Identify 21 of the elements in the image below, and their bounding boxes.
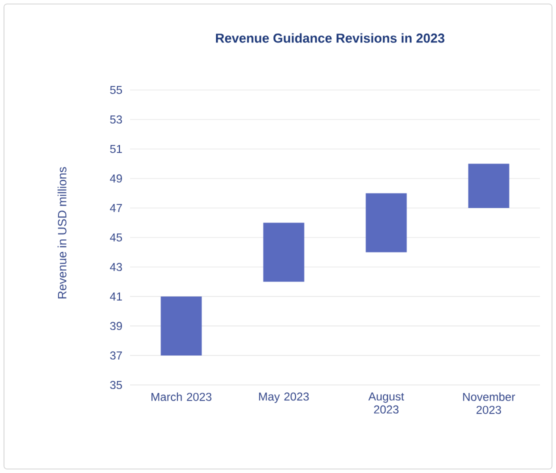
bar: [160, 296, 202, 356]
y-axis-title: Revenue in USD millions: [58, 167, 66, 298]
y-tick-label: 49: [110, 174, 122, 183]
y-tick-label: 55: [110, 86, 122, 94]
bar: [366, 193, 407, 252]
y-tick-label: 53: [110, 115, 122, 124]
x-tick-label: March 2023: [152, 392, 212, 401]
y-tick-label: 37: [110, 351, 122, 360]
y-tick-label: 35: [110, 380, 122, 390]
x-tick-label: May 2023: [259, 392, 309, 403]
y-tick-label: 51: [110, 144, 122, 153]
y-tick-label: 39: [110, 322, 122, 330]
bar: [468, 164, 510, 208]
chart-title: Revenue Guidance Revisions in 2023: [216, 33, 444, 43]
y-tick-label: 47: [110, 204, 122, 212]
y-tick-label: 45: [110, 233, 122, 242]
y-tick-label: 43: [110, 262, 122, 272]
x-tick-label: August 2023: [368, 392, 404, 414]
y-tick-label: 41: [110, 292, 122, 300]
x-tick-label: November 2023: [463, 392, 516, 414]
bar: [263, 222, 304, 282]
